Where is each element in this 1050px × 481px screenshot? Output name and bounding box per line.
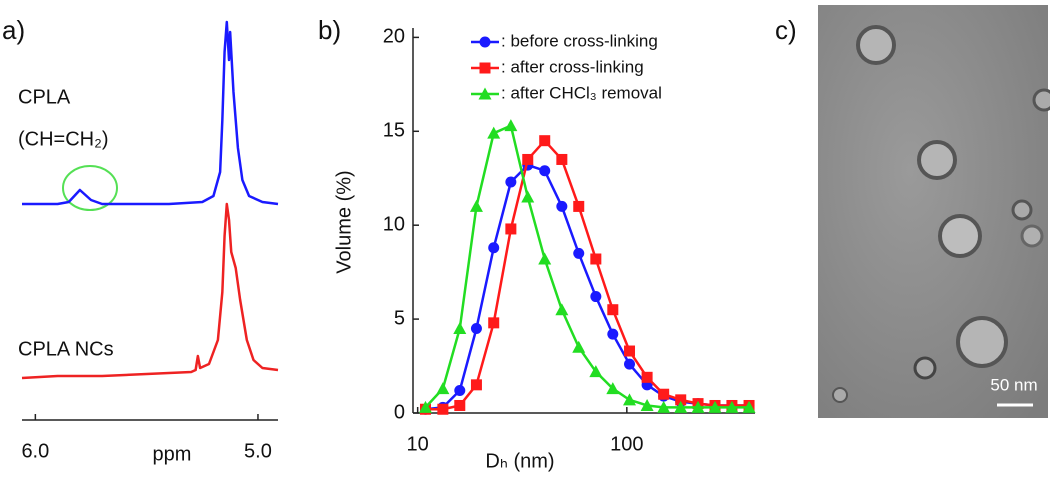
marker	[488, 317, 500, 329]
marker	[658, 388, 670, 400]
series-label: CPLA NCs	[18, 338, 114, 360]
marker	[556, 200, 568, 212]
marker	[556, 153, 568, 165]
marker	[606, 382, 620, 395]
marker	[454, 399, 466, 411]
series-line	[425, 163, 750, 411]
scale-bar-label: 50 nm	[990, 375, 1037, 394]
legend-label: : before cross-linking	[501, 31, 658, 50]
y-tick-label: 15	[383, 120, 405, 142]
highlight-ellipse	[62, 165, 118, 211]
marker	[487, 126, 501, 139]
marker	[641, 371, 653, 383]
series-line	[424, 124, 750, 409]
marker	[505, 176, 517, 188]
marker	[436, 382, 450, 395]
marker	[674, 400, 688, 413]
particle	[938, 214, 982, 258]
marker	[607, 304, 619, 316]
x-tick-label: 10	[407, 433, 429, 455]
particle	[832, 387, 848, 403]
series-line	[21, 202, 279, 380]
y-axis-label: Volume (%)	[333, 170, 355, 273]
marker	[590, 253, 602, 265]
legend-marker	[479, 36, 491, 48]
particle	[917, 140, 957, 180]
annotation: (CH=CH₂)	[18, 128, 109, 150]
marker	[418, 400, 432, 413]
marker	[453, 321, 467, 334]
marker	[555, 303, 569, 316]
marker	[640, 398, 654, 411]
marker	[607, 328, 619, 340]
particle	[856, 25, 896, 65]
series-line	[22, 20, 279, 206]
marker	[539, 135, 551, 147]
panel-label: b)	[318, 15, 341, 45]
marker	[573, 247, 585, 259]
marker	[590, 291, 602, 303]
marker	[470, 322, 482, 334]
y-tick-label: 0	[394, 401, 405, 423]
particle	[956, 316, 1008, 368]
tem-background	[818, 5, 1048, 418]
marker	[742, 400, 756, 413]
particle	[1020, 224, 1044, 248]
particle	[1032, 88, 1050, 112]
particle	[913, 356, 937, 380]
marker	[572, 340, 586, 353]
panel-label: c)	[775, 15, 797, 45]
marker	[623, 393, 637, 406]
marker	[539, 165, 551, 177]
marker	[437, 403, 449, 415]
x-axis-label: ppm	[153, 443, 192, 465]
marker	[454, 384, 466, 396]
series-label: CPLA	[18, 86, 71, 108]
marker	[589, 365, 603, 378]
marker	[521, 190, 535, 203]
marker	[657, 400, 671, 413]
marker	[522, 153, 534, 165]
marker	[538, 252, 552, 265]
marker	[505, 223, 517, 235]
marker	[470, 379, 482, 391]
x-tick-label: 100	[610, 433, 643, 455]
legend-marker	[479, 62, 491, 74]
marker	[624, 358, 636, 370]
marker	[708, 400, 722, 413]
marker	[691, 400, 705, 413]
x-tick-label: 5.0	[244, 440, 272, 462]
marker	[469, 199, 483, 212]
marker	[488, 242, 500, 254]
legend-label: : after CHCl₃ removal	[501, 83, 662, 102]
x-axis-label: Dₕ (nm)	[485, 450, 554, 472]
marker	[624, 345, 636, 357]
y-tick-label: 20	[383, 26, 405, 48]
panel-label: a)	[2, 15, 25, 45]
marker	[675, 394, 687, 406]
y-tick-label: 10	[383, 213, 405, 235]
marker	[725, 400, 739, 413]
x-tick-label: 6.0	[21, 440, 49, 462]
tem-image: 50 nm	[818, 5, 1050, 418]
particle	[1011, 199, 1033, 221]
legend-label: : after cross-linking	[501, 57, 644, 76]
marker	[504, 119, 518, 132]
legend-marker	[478, 87, 492, 100]
y-tick-label: 5	[394, 307, 405, 329]
marker	[573, 200, 585, 212]
